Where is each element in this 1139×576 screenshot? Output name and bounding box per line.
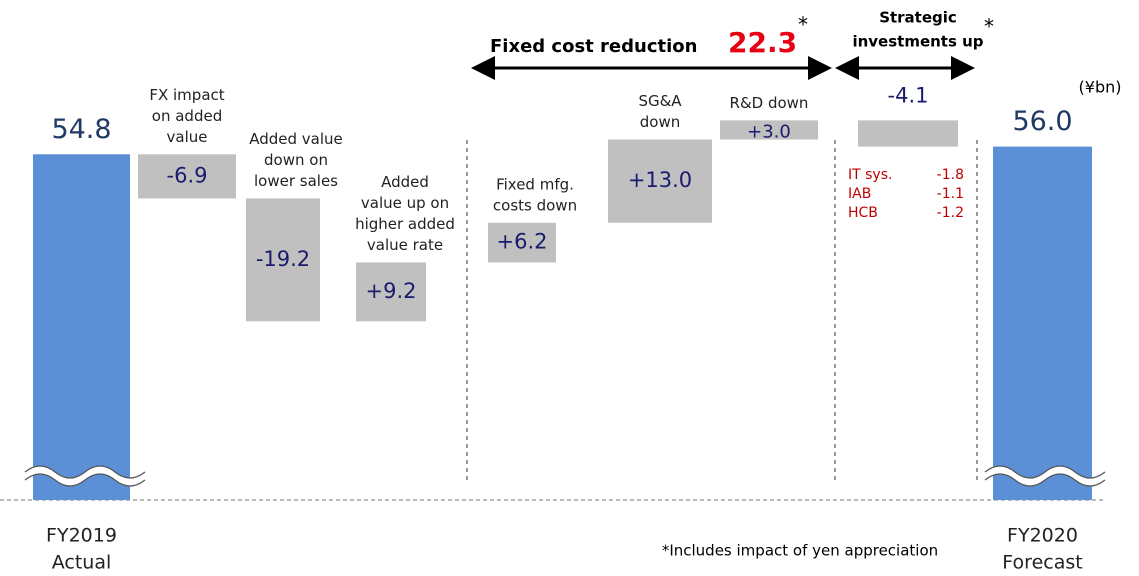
category-label: FY2019 <box>46 525 117 547</box>
asterisk: * <box>984 15 994 39</box>
total-bar <box>993 146 1092 500</box>
value-label: -4.1 <box>888 83 929 107</box>
bracket-label: Fixed cost reduction <box>490 36 697 57</box>
value-label: +3.0 <box>747 121 791 142</box>
category-label: Added value <box>249 130 343 148</box>
delta-bar <box>608 139 712 223</box>
category-label: Added <box>381 173 429 191</box>
value-label: -6.9 <box>167 163 208 187</box>
delta-bar <box>356 262 426 322</box>
axis-break <box>24 465 146 479</box>
category-label: value up on <box>361 194 449 212</box>
delta-bar <box>858 120 958 147</box>
category-label: R&D down <box>730 94 809 112</box>
value-label: 56.0 <box>1012 106 1072 137</box>
category-label: FY2020 <box>1007 525 1078 547</box>
delta-bar <box>488 222 556 263</box>
breakdown-name: IT sys. <box>848 167 892 183</box>
category-label: lower sales <box>254 172 338 190</box>
delta-bar <box>138 154 236 199</box>
breakdown-name: IAB <box>848 186 871 202</box>
category-label: down <box>640 113 680 131</box>
axis-break <box>982 466 1138 486</box>
total-bar <box>33 154 130 500</box>
breakdown-value: -1.8 <box>937 167 964 183</box>
value-label: +6.2 <box>497 230 548 254</box>
bracket-label: Strategic <box>879 9 957 27</box>
category-label: value rate <box>367 236 443 254</box>
value-label: -19.2 <box>256 247 310 271</box>
asterisk: * <box>798 13 808 37</box>
value-label: +9.2 <box>366 279 417 303</box>
breakdown-name: HCB <box>848 205 878 221</box>
axis-break <box>984 465 1106 479</box>
bracket-total: 22.3 <box>728 26 797 59</box>
category-label: value <box>167 128 208 146</box>
category-label: Actual <box>52 552 112 574</box>
axis-break <box>24 473 146 487</box>
axis-break <box>984 473 1106 487</box>
unit-label: (¥bn) <box>1079 78 1122 97</box>
breakdown-value: -1.2 <box>937 205 964 221</box>
bracket-label: investments up <box>852 33 983 51</box>
breakdown-value: -1.1 <box>937 186 964 202</box>
delta-bar <box>246 198 320 322</box>
category-label: costs down <box>493 196 577 214</box>
value-label: 54.8 <box>51 114 111 145</box>
category-label: SG&A <box>638 92 682 110</box>
category-label: higher added <box>355 215 455 233</box>
category-label: FX impact <box>149 86 224 104</box>
axis-break <box>22 466 178 486</box>
value-label: +13.0 <box>628 168 692 192</box>
delta-bar <box>720 120 818 140</box>
category-label: Fixed mfg. <box>496 175 574 193</box>
category-label: down on <box>264 151 328 169</box>
category-label: Forecast <box>1002 552 1082 574</box>
footnote: *Includes impact of yen appreciation <box>662 542 938 560</box>
category-label: on added <box>152 107 222 125</box>
